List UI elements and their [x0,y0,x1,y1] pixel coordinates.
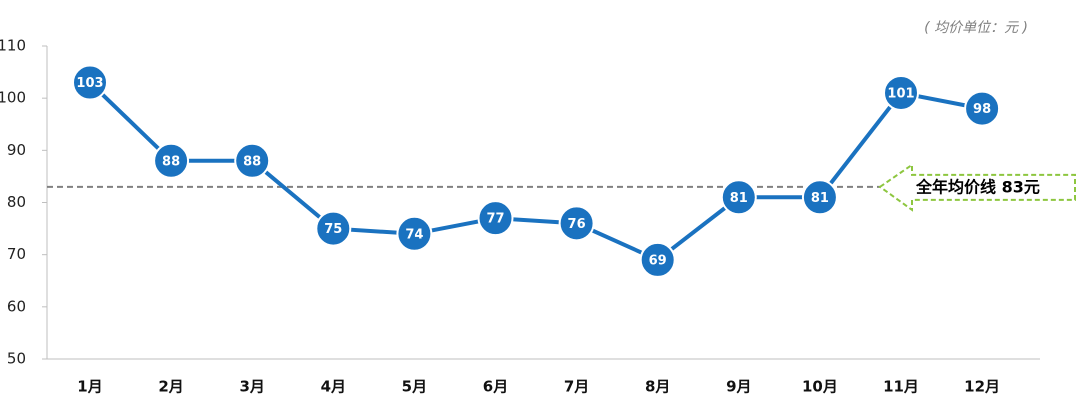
y-tick-label: 90 [7,141,26,159]
x-tick-label: 9月 [726,378,751,396]
marker [315,210,352,247]
y-tick-label: 70 [7,245,26,263]
x-tick-label: 3月 [239,378,264,396]
x-tick-label: 6月 [483,378,508,396]
x-tick-label: 12月 [964,378,1000,396]
annotation-label: 全年均价线 83元 [915,177,1040,196]
data-label: 75 [324,222,342,237]
marker [234,142,271,179]
y-tick-label: 60 [7,297,26,315]
data-label: 98 [973,102,991,117]
y-tick-label: 110 [0,37,26,55]
y-tick-label: 100 [0,89,26,107]
marker [558,205,595,242]
data-label: 76 [568,217,586,232]
x-tick-label: 7月 [564,378,589,396]
data-label: 88 [162,154,180,169]
marker [153,142,190,179]
data-label: 81 [811,191,829,206]
data-label: 101 [887,86,914,101]
y-tick-label: 80 [7,193,26,211]
x-tick-label: 5月 [402,378,427,396]
marker [883,74,919,111]
marker [801,179,838,216]
data-label: 77 [486,212,504,227]
marker [964,90,1001,127]
annotation-arrow [878,162,1076,212]
x-tick-label: 1月 [77,378,102,396]
x-tick-label: 2月 [158,378,183,396]
data-label: 103 [76,76,103,91]
series-line [88,81,983,263]
x-tick-label: 11月 [883,378,919,396]
x-tick-label: 8月 [645,378,670,396]
marker [72,64,108,101]
unit-note: ( 均价单位：元 ) [924,20,1028,36]
x-tick-label: 10月 [802,378,838,396]
y-tick-label: 50 [7,350,26,368]
marker [720,179,757,216]
x-tick-label: 4月 [321,378,346,396]
marker [639,241,676,278]
data-label: 69 [649,253,667,268]
marker [477,200,514,237]
marker [396,215,433,252]
data-label: 81 [730,191,748,206]
data-label: 74 [405,227,423,242]
data-label: 88 [243,154,261,169]
